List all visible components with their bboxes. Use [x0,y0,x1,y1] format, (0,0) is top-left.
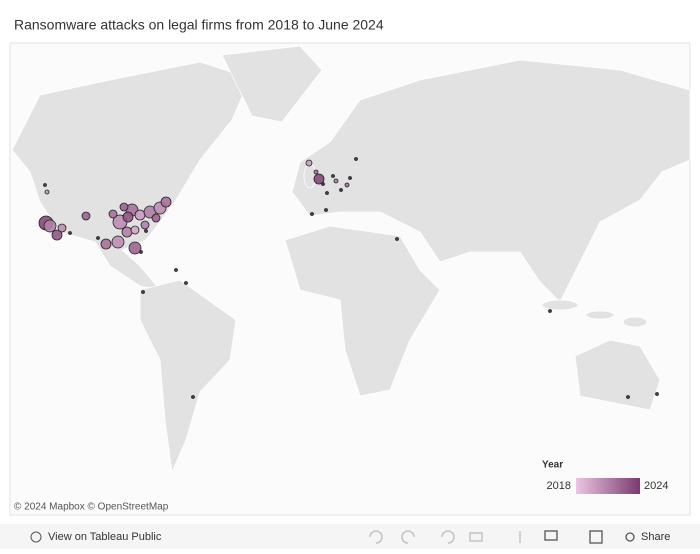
bubble[interactable] [139,250,143,254]
bubble[interactable] [655,392,659,396]
bubble[interactable] [354,157,358,161]
bubble[interactable] [141,290,145,294]
fullscreen[interactable] [589,530,603,544]
refresh[interactable] [469,532,483,542]
undo[interactable] [369,530,383,544]
download[interactable] [544,530,558,541]
bubble[interactable] [134,209,146,221]
bubble[interactable] [331,174,335,178]
bubble[interactable] [130,225,140,235]
bubble[interactable] [160,196,172,208]
bubble[interactable] [339,188,343,192]
bubble[interactable] [174,268,178,272]
bubble[interactable] [51,229,63,241]
bubble[interactable] [313,173,325,185]
toolbar-icons [369,530,521,544]
bubble[interactable] [68,231,72,235]
bubble[interactable] [144,229,148,233]
bubble[interactable] [395,237,399,241]
bubble[interactable] [313,169,319,175]
view-label[interactable]: View on Tableau Public [48,531,162,543]
redo[interactable] [401,530,415,544]
bubble[interactable] [321,182,325,186]
bubble[interactable] [96,236,100,240]
view-button[interactable]: View on Tableau Public [30,531,162,543]
attribution: © 2024 Mapbox © OpenStreetMap [14,502,169,513]
bubble[interactable] [128,241,142,255]
bubble[interactable] [151,213,161,223]
legend-max: 2024 [644,480,668,492]
share-label[interactable]: Share [641,531,670,543]
bubble[interactable] [57,223,67,233]
legend-title: Year [542,460,563,471]
bubble[interactable] [43,183,47,187]
bubble[interactable] [548,309,552,313]
legend-ramp [576,478,640,494]
bubble[interactable] [111,235,125,249]
bubble[interactable] [325,191,329,195]
bubble[interactable] [43,219,57,233]
bubble[interactable] [305,159,313,167]
bubble[interactable] [333,178,339,184]
bubbles [38,157,659,399]
bubble[interactable] [344,182,350,188]
toolbar [0,524,700,549]
bubble[interactable] [184,281,188,285]
bubble[interactable] [100,238,112,250]
bubble[interactable] [324,208,328,212]
bubble[interactable] [81,211,91,221]
bubble[interactable] [44,189,50,195]
bubble[interactable] [140,220,150,230]
bubble[interactable] [191,395,195,399]
bubble[interactable] [310,212,314,216]
title: Ransomware attacks on legal firms from 2… [14,17,384,33]
bubble[interactable] [119,202,129,212]
bubble[interactable] [626,395,630,399]
bubble[interactable] [348,176,352,180]
legend-min: 2018 [547,480,571,492]
bubble[interactable] [108,209,118,219]
revert[interactable] [441,530,455,544]
share-icon[interactable] [625,532,635,542]
bubble[interactable] [122,211,134,223]
